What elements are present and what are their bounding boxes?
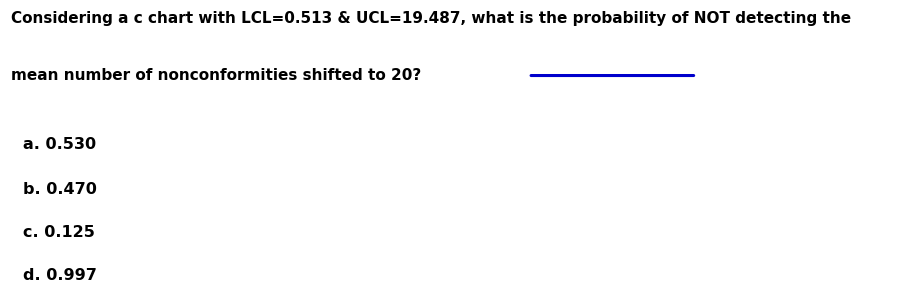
Text: Considering a c chart with LCL=0.513 & UCL=19.487, what is the probability of NO: Considering a c chart with LCL=0.513 & U… <box>11 11 851 27</box>
Text: mean number of nonconformities shifted to 20?: mean number of nonconformities shifted t… <box>11 68 421 84</box>
Text: c. 0.125: c. 0.125 <box>23 225 95 240</box>
Text: b. 0.470: b. 0.470 <box>23 182 97 198</box>
Text: a. 0.530: a. 0.530 <box>23 137 96 152</box>
Text: d. 0.997: d. 0.997 <box>23 268 97 283</box>
